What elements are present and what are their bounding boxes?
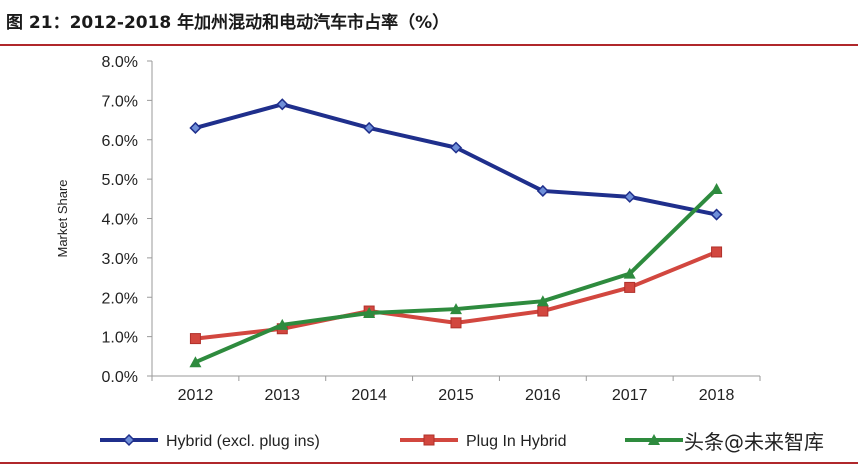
x-tick-label: 2015 (438, 387, 474, 404)
legend-marker-1 (122, 433, 136, 447)
title-rule (0, 44, 858, 46)
x-tick-label: 2012 (178, 387, 214, 404)
series-1-point (189, 121, 202, 134)
x-tick-label: 2017 (612, 387, 648, 404)
y-tick-label: 4.0% (102, 212, 138, 229)
legend-marker-3 (648, 434, 660, 445)
series-1-point (536, 184, 549, 197)
y-tick-label: 1.0% (102, 330, 138, 347)
series-2-point (537, 305, 549, 317)
legend-label-2: Plug In Hybrid (466, 433, 567, 450)
chart-title: 图 21：2012-2018 年加州混动和电动汽车市占率（%） (6, 13, 450, 33)
legend-label-1: Hybrid (excl. plug ins) (166, 433, 320, 450)
y-tick-label: 5.0% (102, 172, 138, 189)
series-1-point (710, 208, 723, 221)
y-tick-label: 3.0% (102, 251, 138, 268)
series-3-point (276, 318, 289, 330)
series-1-point (449, 141, 463, 154)
series-1-point (276, 98, 289, 111)
y-tick-label: 0.0% (102, 369, 138, 386)
series-3-point (189, 356, 202, 368)
y-tick-label: 6.0% (102, 133, 138, 150)
series-3-point (623, 267, 636, 279)
series-line-3 (193, 186, 719, 365)
series-2-point (189, 333, 201, 345)
x-tick-label: 2016 (525, 387, 561, 404)
y-tick-label: 7.0% (102, 93, 138, 110)
series-3-point (363, 307, 376, 318)
series-3-point (450, 303, 462, 315)
series-3-point (536, 295, 549, 307)
series-1-point (623, 190, 636, 203)
x-tick-label: 2018 (699, 387, 735, 404)
series-2-point (624, 281, 636, 293)
y-tick-label: 2.0% (102, 290, 138, 307)
y-tick-label: 8.0% (102, 54, 138, 71)
series-3-point (710, 182, 723, 194)
x-tick-label: 2013 (264, 387, 300, 404)
watermark: 头条@未来智库 (684, 430, 824, 454)
x-tick-label: 2014 (351, 387, 387, 404)
y-axis-label: Market Share (55, 179, 70, 257)
series-line-1 (193, 102, 719, 217)
series-1-point (363, 121, 376, 134)
bottom-rule (0, 462, 858, 464)
legend-marker-2 (423, 434, 435, 446)
series-2-point (450, 317, 462, 329)
series-2-point (711, 246, 723, 258)
